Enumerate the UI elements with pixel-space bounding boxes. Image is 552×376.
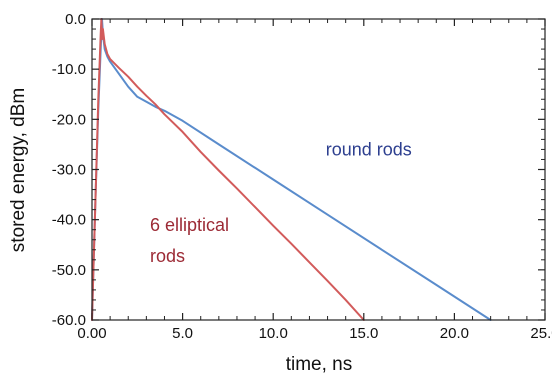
- y-tick-label: -10.0: [52, 61, 86, 78]
- y-tick-label: -40.0: [52, 212, 86, 229]
- annotation-label: 6 elliptical: [150, 215, 229, 235]
- series-line-2: [91, 18, 365, 321]
- annotation-label: rods: [150, 246, 185, 266]
- plot-frame: [91, 18, 546, 321]
- y-axis-title: stored energy, dBm: [8, 88, 29, 252]
- annotation-label: round rods: [326, 139, 412, 159]
- labels: time, ns stored energy, dBm round rods 6 …: [8, 88, 412, 375]
- series-line-1: [91, 18, 492, 321]
- plot-area: [91, 18, 492, 321]
- y-tick-label: -50.0: [52, 262, 86, 279]
- x-tick-label: 10.0: [259, 325, 288, 342]
- y-tick-label: -30.0: [52, 162, 86, 179]
- x-tick-label: 0.00: [77, 325, 106, 342]
- x-tick-label: 20.0: [440, 325, 469, 342]
- y-tick-label: 0.0: [65, 11, 86, 28]
- x-tick-label: 15.0: [349, 325, 378, 342]
- axes: 0.00 5.0 10.0 15.0 20.0 25.0 0.0 -10.0 -20.0 -30.…: [52, 11, 552, 342]
- x-tick-label: 25.0: [530, 325, 552, 342]
- y-tick-label: -20.0: [52, 111, 86, 128]
- x-tick-label: 5.0: [172, 325, 193, 342]
- x-axis-title: time, ns: [286, 354, 353, 375]
- y-tick-label: -60.0: [52, 312, 86, 329]
